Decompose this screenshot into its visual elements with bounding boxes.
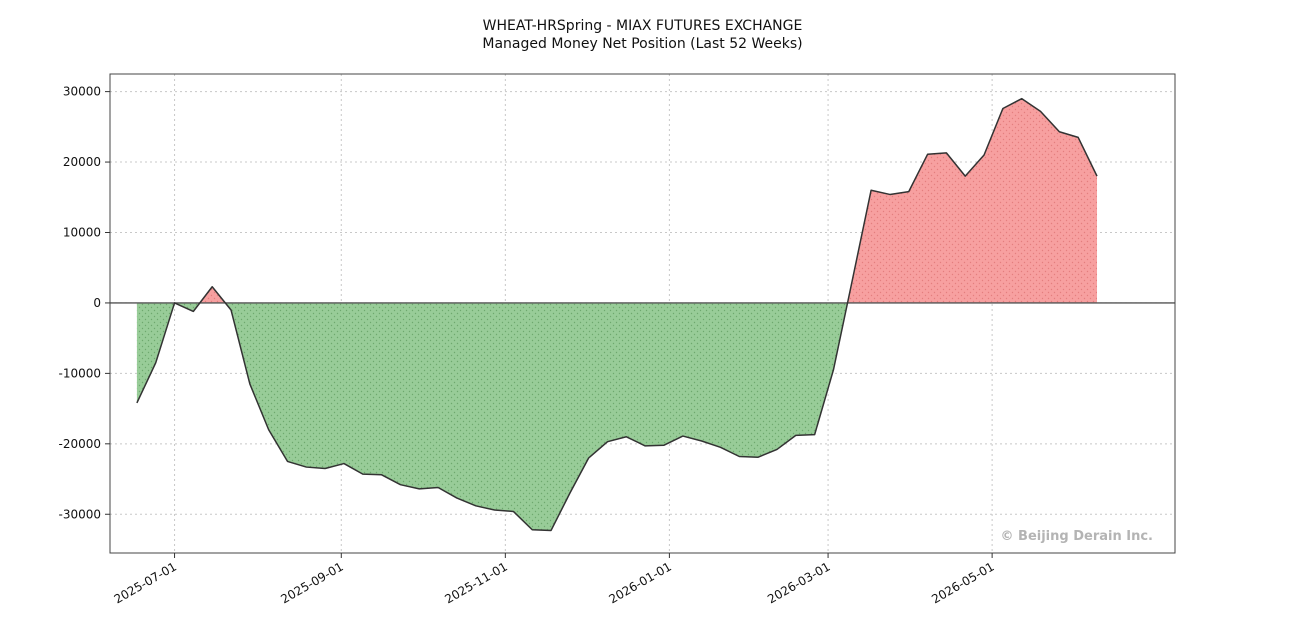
y-tick-label: 0 bbox=[93, 296, 101, 310]
x-tick-label: 2025-07-01 bbox=[112, 559, 179, 606]
x-tick-label: 2026-01-01 bbox=[606, 559, 673, 606]
x-tick-label: 2026-03-01 bbox=[765, 559, 832, 606]
chart-title: WHEAT-HRSpring - MIAX FUTURES EXCHANGE bbox=[482, 18, 803, 34]
x-tick-label: 2025-09-01 bbox=[278, 559, 345, 606]
negative-area-texture bbox=[225, 302, 848, 531]
positive-area-texture bbox=[199, 286, 226, 303]
positive-area-texture bbox=[847, 98, 1098, 303]
series-line-layer bbox=[110, 97, 1175, 532]
y-tick-label: 10000 bbox=[63, 225, 101, 239]
y-tick-label: -10000 bbox=[58, 366, 101, 380]
series-line bbox=[136, 97, 1098, 532]
area-fills bbox=[136, 98, 1098, 531]
y-tick-label: 20000 bbox=[63, 155, 101, 169]
chart-subtitle: Managed Money Net Position (Last 52 Week… bbox=[482, 36, 803, 52]
x-tick-label: 2025-11-01 bbox=[442, 559, 509, 606]
y-tick-label: -20000 bbox=[58, 437, 101, 451]
negative-area-texture bbox=[136, 302, 175, 403]
watermark-text: © Beijing Derain Inc. bbox=[1001, 529, 1153, 544]
y-tick-label: 30000 bbox=[63, 85, 101, 99]
y-tick-label: -30000 bbox=[58, 507, 101, 521]
plot-frame bbox=[109, 73, 1176, 554]
x-tick-label: 2026-05-01 bbox=[929, 559, 996, 606]
